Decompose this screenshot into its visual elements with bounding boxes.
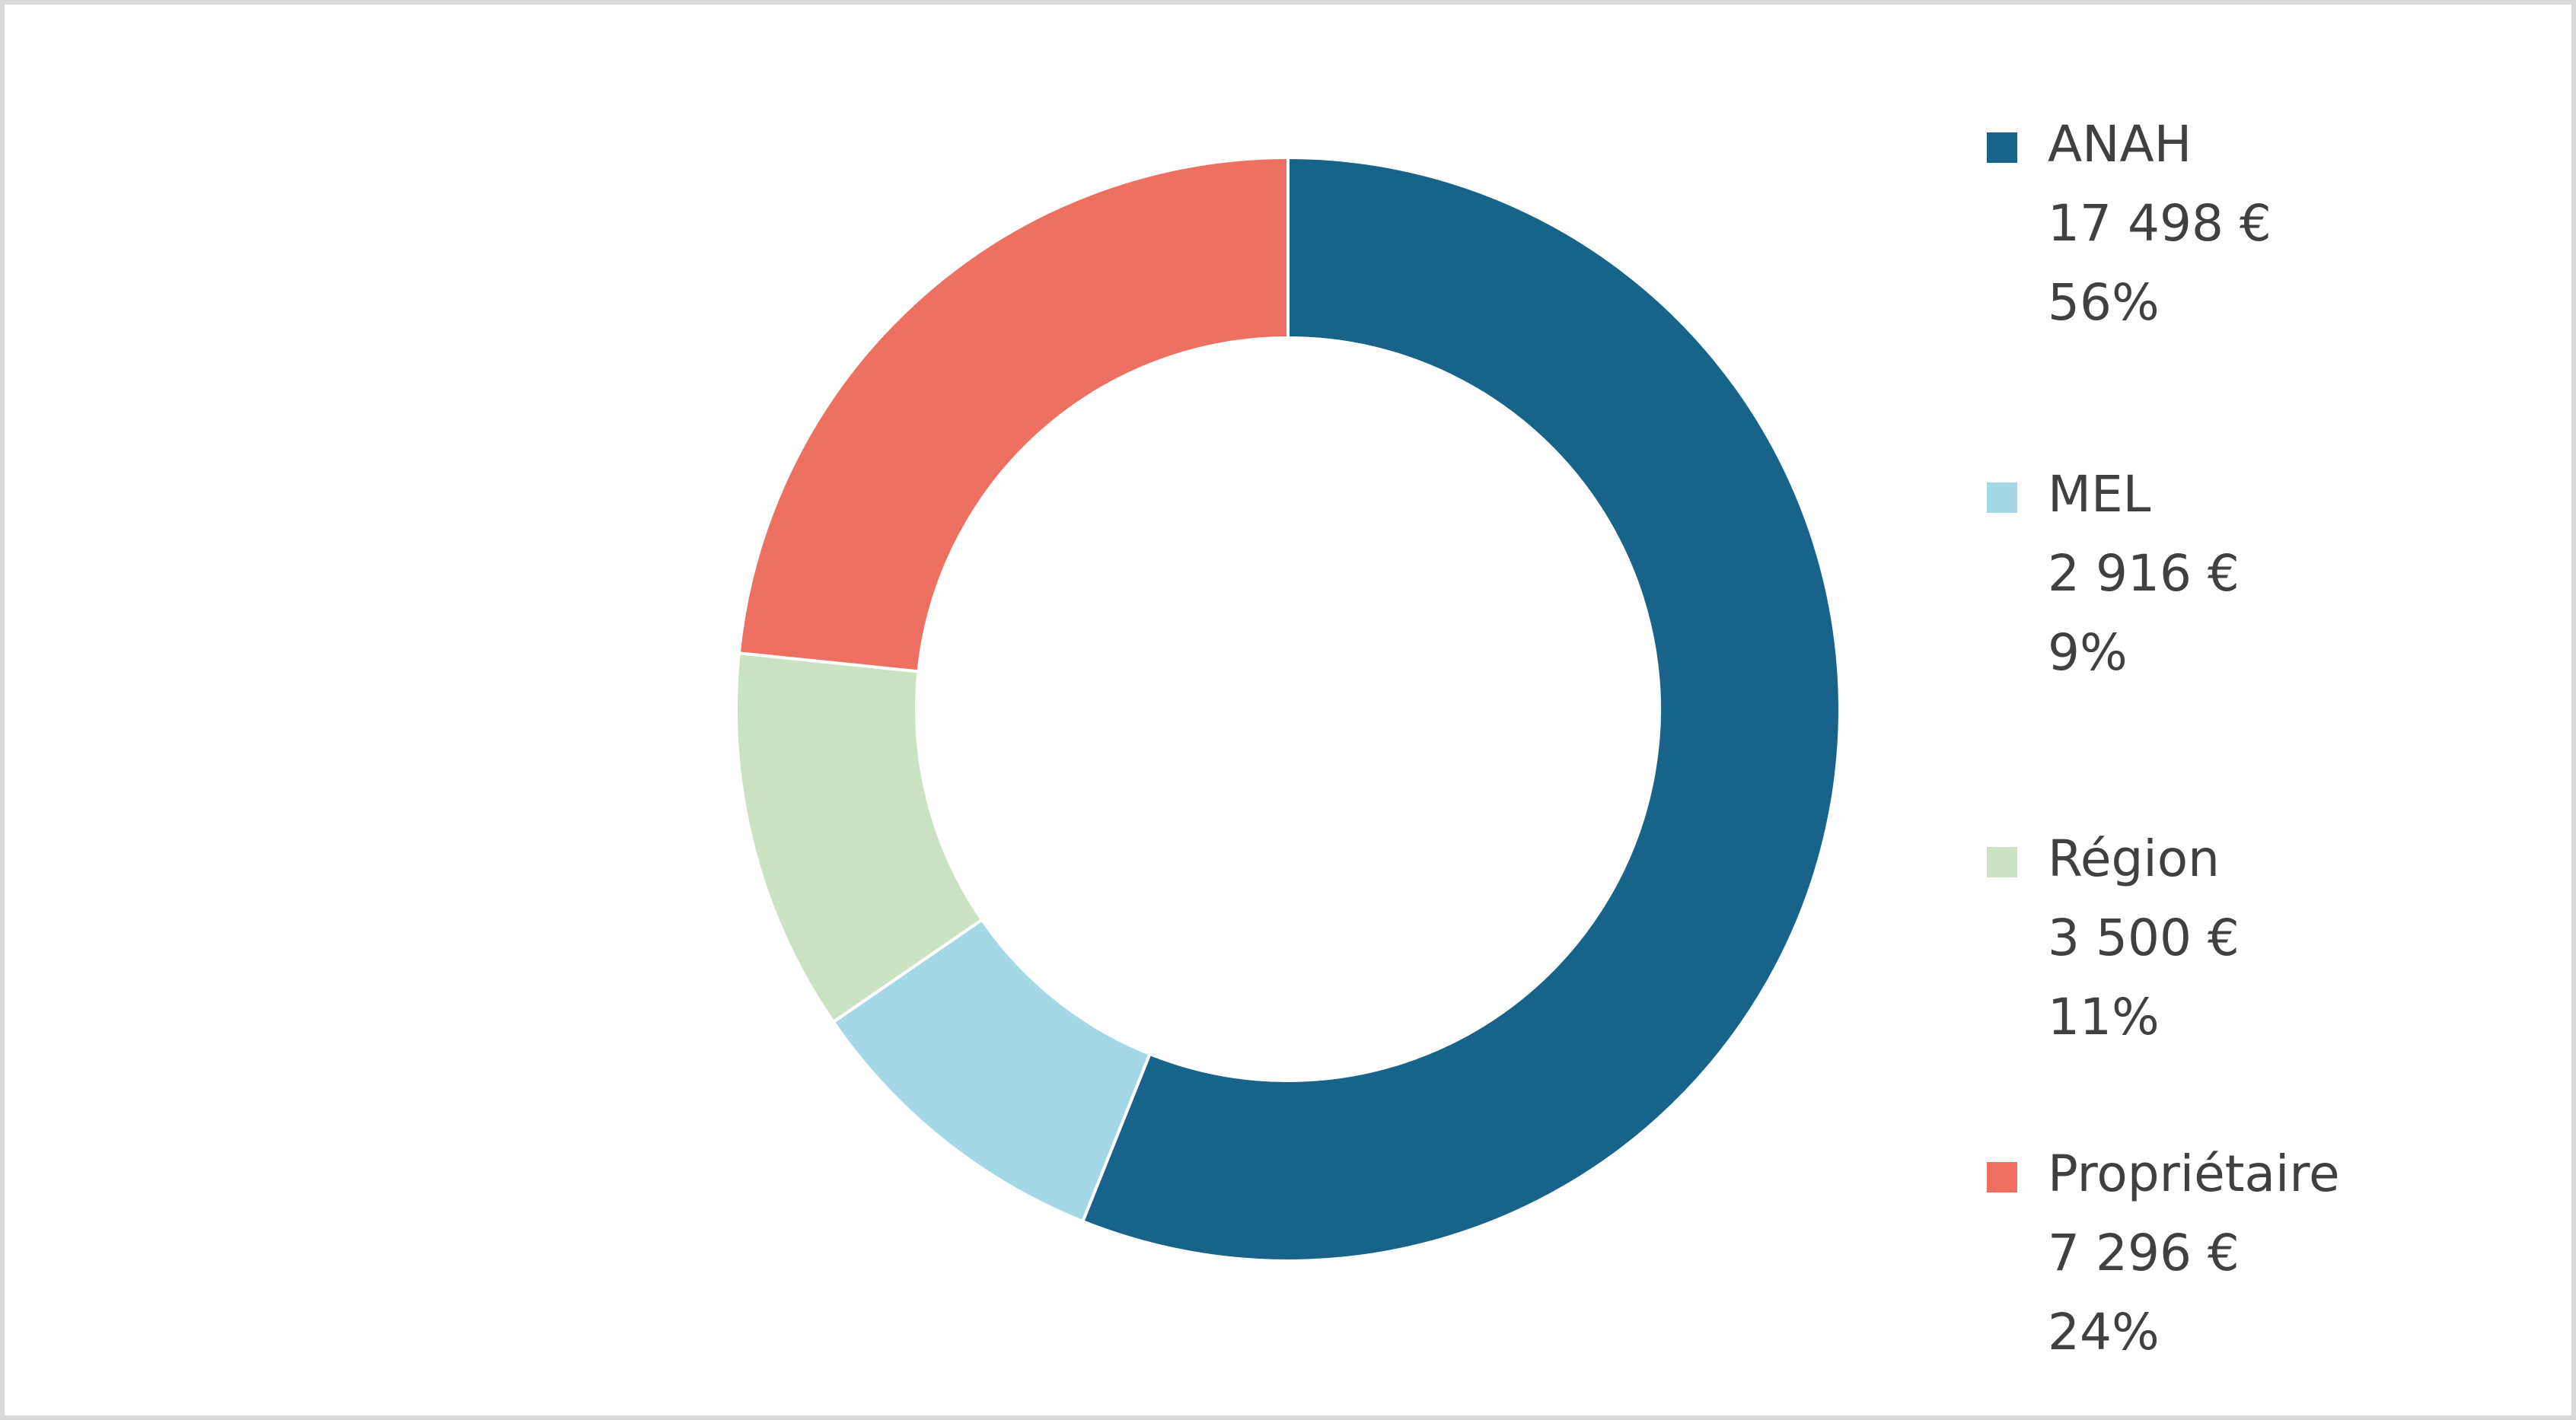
percent-label: 9% (2048, 623, 2128, 682)
percent-label: 11% (2048, 988, 2160, 1046)
legend-label: Propriétaire (2048, 1145, 2340, 1203)
percent-label: 56% (2048, 273, 2160, 332)
legend-swatch (1987, 1162, 2017, 1192)
legend-swatch (1987, 132, 2017, 163)
legend-label: Région (2048, 829, 2220, 888)
legend-swatch (1987, 482, 2017, 513)
donut-slice (737, 155, 1290, 673)
legend-label: ANAH (2048, 115, 2192, 174)
percent-label: 24% (2048, 1303, 2160, 1361)
value-label: 3 500 € (2048, 909, 2240, 967)
donut-slice (1080, 155, 1841, 1262)
value-label: 2 916 € (2048, 544, 2240, 603)
value-label: 17 498 € (2048, 194, 2272, 253)
value-label: 7 296 € (2048, 1224, 2240, 1282)
legend-swatch (1987, 847, 2017, 877)
legend-label: MEL (2048, 465, 2151, 524)
